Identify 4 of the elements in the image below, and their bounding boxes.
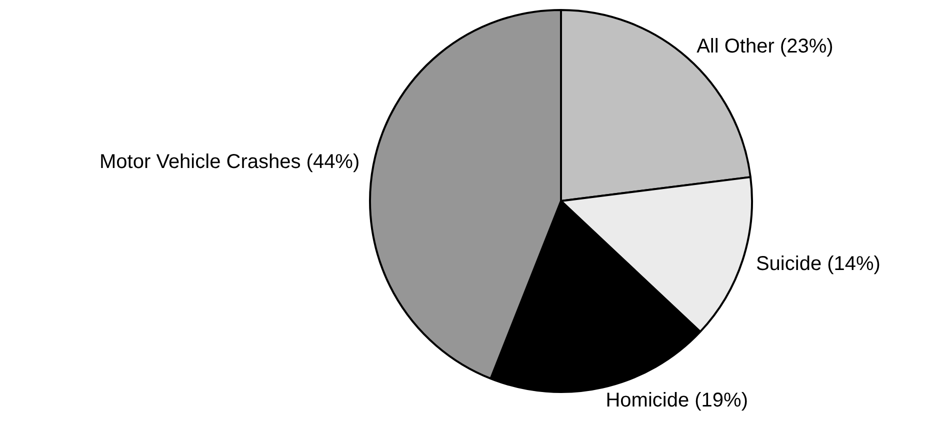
slice-label: Homicide (19%) [606, 390, 748, 412]
slice-label: All Other (23%) [696, 36, 834, 58]
slice-label: Motor Vehicle Crashes (44%) [100, 151, 360, 174]
slice-label: Suicide (14%) [756, 252, 880, 275]
